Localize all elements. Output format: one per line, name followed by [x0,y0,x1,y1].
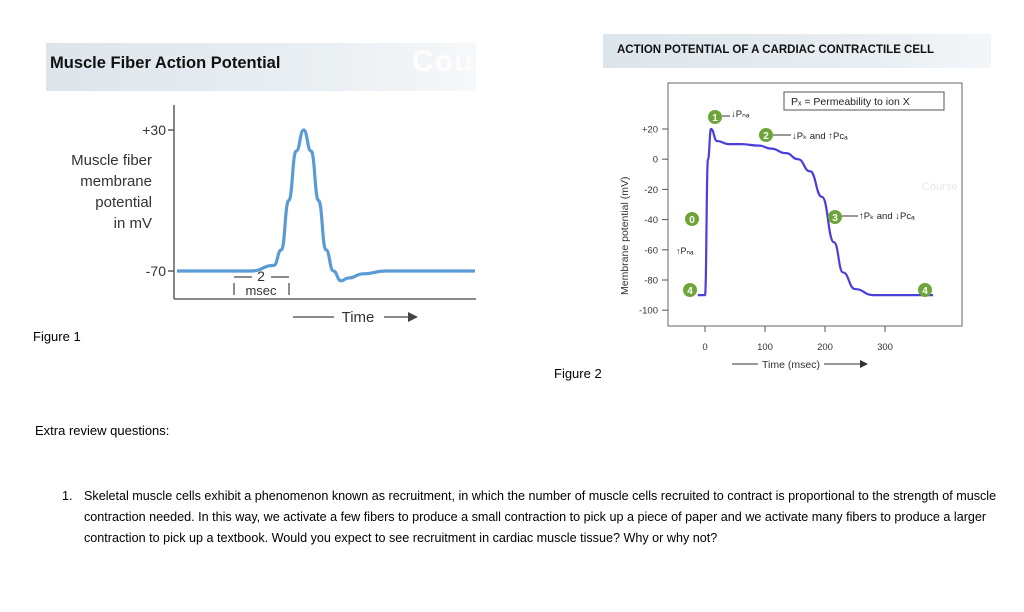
figure2-chart: +20 0 -20 -40 -60 -80 -100 0 100 200 300 Membrane… [619,82,963,371]
figure2-ytick-label: +20 [642,125,658,136]
figure1-tick-label-bottom: -70 [146,263,166,279]
question-text: Skeletal muscle cells exhibit a phenomen… [84,489,997,545]
phase-marker-1: 1 [708,110,722,124]
time-arrowhead-icon [408,312,418,322]
phase-label-3: 3 [832,213,838,224]
figure2-ytick-label: 0 [653,155,658,166]
annotation-phase3: ↑Pₖ and ↓Pᴄₐ [859,211,915,222]
annotation-phase2: ↓Pₖ and ↑Pᴄₐ [792,131,848,142]
annotation-phase1: ↓Pₙₐ [731,109,750,120]
figure2-ytick-label: -40 [644,215,658,226]
figure2-legend-text: Pₓ = Permeability to ion X [791,96,910,108]
figure1-series-line [176,128,475,283]
figure1-ylabel-line2: membrane [80,173,152,190]
figure1-ylabel-line4: in mV [114,215,152,232]
annotation-phase0: ↑Pₙₐ [676,246,694,256]
phase-marker-0: 0 [685,212,699,226]
figure2-ytick-label: -60 [644,245,658,256]
review-question-1: 1. Skeletal muscle cells exhibit a pheno… [62,486,1012,549]
figure2-ytick-label: -80 [644,276,658,287]
figure2-xlabel: Time (msec) [762,359,820,371]
figure2-series-line [697,127,933,297]
figure2-xtick-label: 200 [817,342,833,353]
review-heading: Extra review questions: [35,423,170,438]
figure2-title: ACTION POTENTIAL OF A CARDIAC CONTRACTIL… [617,44,935,56]
figure2-caption: Figure 2 [554,366,602,381]
figure1-tick-label-top: +30 [142,122,166,138]
question-number: 1. [62,489,73,503]
figure1-caption: Figure 1 [33,329,81,344]
figure1-title: Muscle Fiber Action Potential [50,54,281,72]
figure2-ytick-label: -100 [639,306,658,317]
figure1-chart: +30 -70 Muscle fiber membrane potential … [71,105,476,326]
phase-marker-2: 2 [759,128,773,142]
figure2-header [603,34,991,68]
figure2-plot-frame [667,82,963,327]
phase-marker-3: 3 [828,210,842,224]
figure2-xlabel-arrow-icon [860,360,868,368]
figure1-xlabel: Time [342,309,375,326]
figure2-watermark: Course [922,181,957,193]
figure2-ytick-label: -20 [644,185,658,196]
phase-label-4-left: 4 [687,286,693,297]
figure1-watermark: Cou [412,45,474,78]
figure1-header [46,43,476,91]
figure2-xtick-label: 0 [702,342,707,353]
phase-marker-4-left: 4 [683,283,697,297]
figure2-xtick-label: 300 [877,342,893,353]
scale-bar-value: 2 [257,268,265,284]
figure2-xtick-label: 100 [757,342,773,353]
figure2-legend-box [783,91,945,111]
figure2-ylabel: Membrane potential (mV) [619,177,631,295]
figure1-ylabel-line1: Muscle fiber [71,152,152,169]
scale-bar-unit: msec [245,283,277,298]
phase-label-4-right: 4 [922,286,928,297]
phase-label-0: 0 [689,215,695,226]
phase-label-2: 2 [763,131,769,142]
figure1-ylabel-line3: potential [95,194,152,211]
phase-marker-4-right: 4 [918,283,932,297]
phase-label-1: 1 [712,113,718,124]
